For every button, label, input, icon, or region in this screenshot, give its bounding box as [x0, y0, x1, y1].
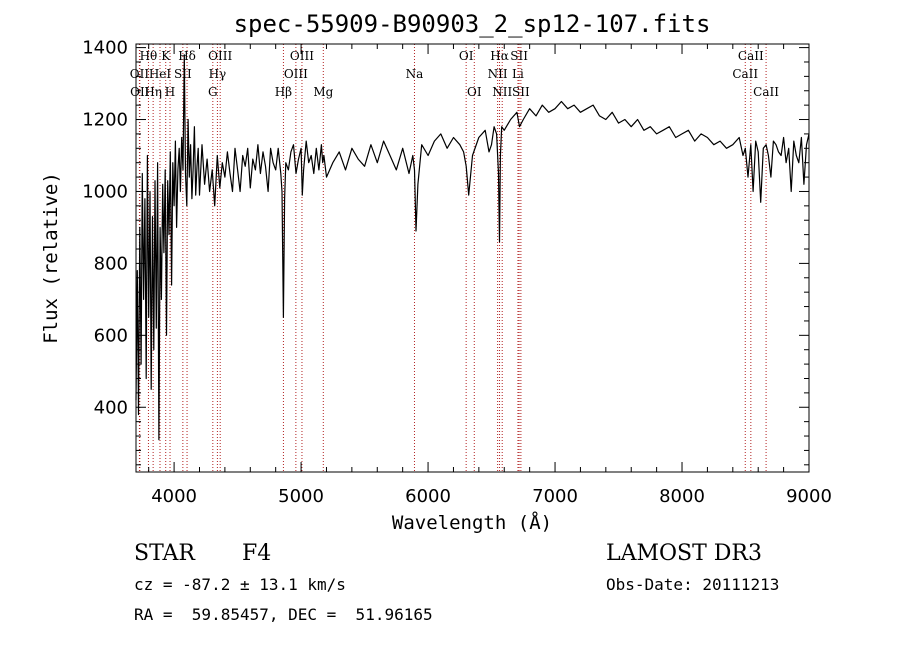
line-marker-label-18: OI — [467, 85, 482, 99]
line-marker-label-11: G — [208, 85, 218, 99]
line-marker-label-9: OIII — [208, 49, 232, 63]
line-marker-label-0: Hθ — [140, 49, 158, 63]
x-tick-label: 5000 — [278, 486, 324, 507]
object-class: STAR — [134, 541, 196, 566]
line-marker-label-4: HeI — [149, 67, 172, 81]
line-marker-label-8: Hδ — [178, 49, 196, 63]
x-tick-label: 7000 — [532, 486, 578, 507]
line-marker-label-16: Na — [406, 67, 424, 81]
line-marker-label-13: OIII — [290, 49, 314, 63]
y-axis-ticks: 400 600 800 1000 1200 1400 — [82, 38, 809, 466]
line-marker-label-10: Hγ — [209, 67, 227, 81]
line-marker-label-19: Hα — [490, 49, 509, 63]
spectrum-series — [135, 54, 810, 441]
line-marker-label-24: SII — [512, 85, 530, 99]
line-marker-label-26: CaII — [732, 67, 758, 81]
line-marker-label-1: OII — [130, 67, 150, 81]
y-tick-label: 800 — [94, 253, 128, 274]
plot-frame — [135, 43, 810, 473]
line-marker-label-21: NII — [488, 67, 508, 81]
line-marker-label-25: CaII — [738, 49, 764, 63]
y-tick-label: 1200 — [82, 110, 128, 131]
line-markers — [138, 44, 767, 472]
redshift-readout: cz = -87.2 ± 13.1 km/s — [134, 575, 346, 594]
survey-name: LAMOST DR3 — [606, 541, 762, 566]
line-marker-label-23: NII — [492, 85, 512, 99]
coordinates-readout: RA = 59.85457, DEC = 51.96165 — [134, 605, 433, 624]
line-marker-label-14: OIII — [284, 67, 308, 81]
y-tick-label: 600 — [94, 325, 128, 346]
x-tick-label: 4000 — [151, 486, 197, 507]
x-axis-label: Wavelength (Å) — [392, 511, 552, 534]
y-tick-label: 1000 — [82, 181, 128, 202]
line-marker-label-6: H — [165, 85, 175, 99]
line-marker-label-3: Hη — [144, 85, 162, 99]
y-axis-label: Flux (relative) — [40, 172, 62, 344]
x-tick-label: 6000 — [405, 486, 451, 507]
line-marker-label-15: Mg — [313, 85, 333, 99]
line-marker-label-2: OII — [130, 85, 150, 99]
line-marker-label-20: SII — [510, 49, 528, 63]
x-axis-ticks: 4000 5000 6000 7000 8000 9000 — [148, 44, 832, 507]
line-marker-label-22: Li — [512, 67, 524, 81]
line-marker-label-27: CaII — [753, 85, 779, 99]
line-marker-label-7: SII — [174, 67, 192, 81]
chart-title: spec-55909-B90903_2_sp12-107.fits — [234, 10, 711, 38]
y-tick-label: 1400 — [82, 38, 128, 59]
obs-date-readout: Obs-Date: 20111213 — [606, 575, 779, 594]
x-tick-label: 8000 — [659, 486, 705, 507]
y-tick-label: 400 — [94, 397, 128, 418]
line-marker-label-5: K — [161, 49, 171, 63]
spectrum-line — [135, 54, 810, 441]
x-tick-label: 9000 — [786, 486, 832, 507]
line-marker-label-12: Hβ — [275, 85, 292, 99]
line-marker-label-17: OI — [459, 49, 474, 63]
object-subclass: F4 — [242, 541, 271, 566]
